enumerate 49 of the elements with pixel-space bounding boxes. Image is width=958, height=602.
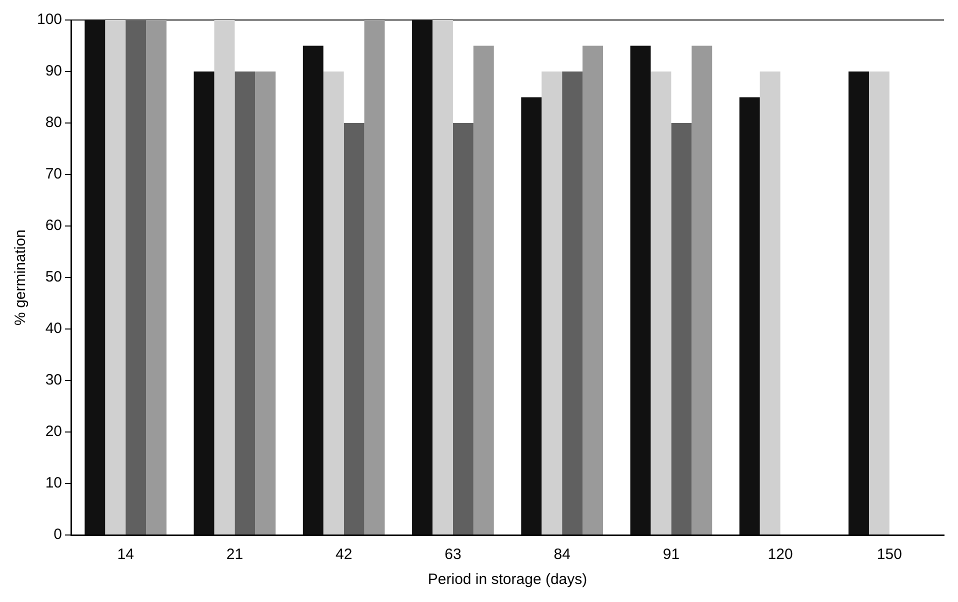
- x-tick-label: 91: [662, 546, 680, 564]
- bar: [364, 20, 385, 534]
- bar: [848, 72, 869, 534]
- x-axis-title: Period in storage (days): [428, 571, 588, 588]
- y-tick-label: 80: [45, 114, 62, 132]
- y-tick-label: 70: [45, 166, 62, 183]
- bar: [692, 46, 712, 534]
- bar: [412, 20, 432, 534]
- x-tick-label: 42: [335, 546, 352, 564]
- bar: [302, 46, 324, 534]
- y-tick-label: 10: [45, 474, 62, 492]
- bar: [105, 20, 126, 534]
- bar: [344, 123, 364, 534]
- bar: [473, 46, 494, 534]
- y-tick-label: 20: [45, 423, 62, 440]
- bar: [194, 72, 214, 534]
- x-tick-label: 21: [226, 546, 244, 564]
- bar: [630, 46, 651, 534]
- x-tick-label: 14: [117, 546, 134, 564]
- y-axis-title: % germination: [12, 230, 30, 326]
- bar: [582, 46, 603, 534]
- bar: [432, 20, 453, 534]
- bar: [562, 72, 583, 534]
- bar: [739, 97, 760, 534]
- x-tick-label: 63: [444, 546, 462, 564]
- bar: [146, 20, 167, 534]
- bar: [255, 72, 276, 534]
- bar: [84, 20, 106, 534]
- bar: [542, 72, 562, 534]
- y-tick-label: 50: [45, 268, 62, 286]
- y-tick-label: 90: [45, 62, 62, 80]
- x-tick-label: 84: [554, 546, 570, 564]
- x-tick-label: 150: [876, 546, 902, 564]
- bar: [452, 123, 474, 534]
- bar: [214, 20, 235, 534]
- y-tick-label: 30: [45, 372, 62, 389]
- bar: [650, 72, 672, 534]
- bar: [671, 123, 692, 534]
- y-tick-label: 60: [45, 217, 62, 234]
- bar: [760, 72, 780, 534]
- y-tick-label: 0: [54, 526, 62, 544]
- bar: [868, 72, 890, 534]
- bar: [234, 72, 256, 534]
- bar: [521, 97, 542, 534]
- y-tick-label: 40: [45, 320, 62, 338]
- y-tick-label: 100: [36, 11, 62, 28]
- bar: [323, 72, 344, 534]
- x-tick-label: 120: [768, 546, 793, 564]
- bar: [126, 20, 146, 534]
